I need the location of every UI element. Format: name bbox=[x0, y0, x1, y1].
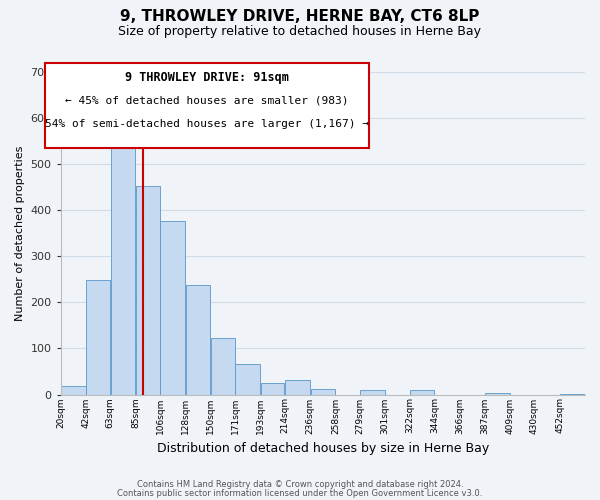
Bar bbox=[360, 390, 385, 394]
Bar bbox=[186, 285, 211, 395]
Text: ← 45% of detached houses are smaller (983): ← 45% of detached houses are smaller (98… bbox=[65, 96, 349, 106]
Text: 54% of semi-detached houses are larger (1,167) →: 54% of semi-detached houses are larger (… bbox=[45, 118, 369, 128]
Text: Contains public sector information licensed under the Open Government Licence v3: Contains public sector information licen… bbox=[118, 488, 482, 498]
Bar bbox=[86, 280, 110, 394]
Bar bbox=[285, 380, 310, 394]
Bar bbox=[136, 186, 160, 394]
Y-axis label: Number of detached properties: Number of detached properties bbox=[15, 146, 25, 320]
Bar bbox=[211, 338, 235, 394]
Bar bbox=[235, 364, 260, 394]
Text: 9 THROWLEY DRIVE: 91sqm: 9 THROWLEY DRIVE: 91sqm bbox=[125, 72, 289, 85]
Bar bbox=[410, 390, 434, 394]
Bar bbox=[111, 126, 136, 394]
Text: Size of property relative to detached houses in Herne Bay: Size of property relative to detached ho… bbox=[119, 25, 482, 38]
Bar bbox=[311, 388, 335, 394]
Bar bbox=[160, 221, 185, 394]
Bar bbox=[61, 386, 86, 394]
Bar bbox=[485, 393, 509, 394]
Bar bbox=[261, 383, 284, 394]
X-axis label: Distribution of detached houses by size in Herne Bay: Distribution of detached houses by size … bbox=[157, 442, 489, 455]
Text: 9, THROWLEY DRIVE, HERNE BAY, CT6 8LP: 9, THROWLEY DRIVE, HERNE BAY, CT6 8LP bbox=[121, 9, 479, 24]
Text: Contains HM Land Registry data © Crown copyright and database right 2024.: Contains HM Land Registry data © Crown c… bbox=[137, 480, 463, 489]
